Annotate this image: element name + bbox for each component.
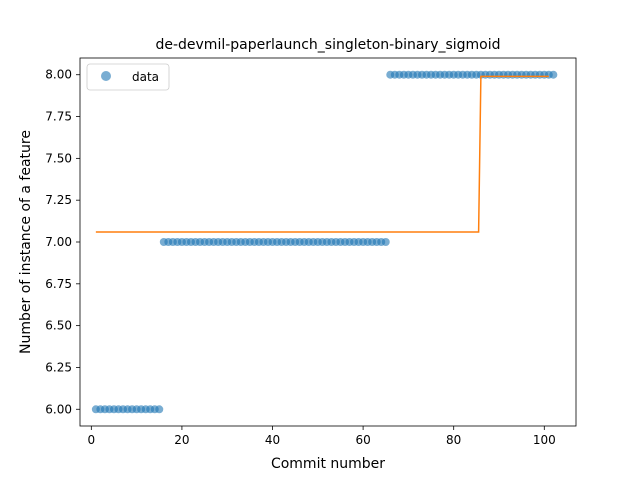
x-axis-label: Commit number [271,456,385,472]
chart-title: de-devmil-paperlaunch_singleton-binary_s… [155,37,500,53]
legend-box [86,63,170,91]
data-point [549,70,558,79]
legend-marker [101,71,111,81]
y-tick-label: 6.25 [45,360,72,374]
x-axis-ticks: 0 20 40 60 80 100 [88,426,556,447]
data-point [381,238,390,246]
legend: data [86,63,170,91]
x-tick-label: 40 [265,433,280,447]
data-point [155,405,164,414]
y-tick-label: 6.75 [45,277,72,291]
x-tick-label: 20 [174,433,189,447]
plot-data [91,70,558,414]
y-tick-label: 7.75 [45,110,72,124]
y-axis-ticks: 6.00 6.25 6.50 6.75 7.00 7.25 7.50 7.75 8.00 [45,68,80,416]
y-tick-label: 6.50 [45,319,72,333]
y-tick-label: 7.25 [45,193,72,207]
y-tick-label: 7.00 [45,235,72,249]
y-tick-label: 8.00 [45,68,72,82]
fit-line [95,75,549,233]
y-tick-label: 7.50 [45,151,72,165]
y-axis-label: Number of instance of a feature [18,130,34,354]
y-tick-label: 6.00 [45,402,72,416]
x-tick-label: 60 [355,433,370,447]
x-tick-label: 100 [533,433,556,447]
x-tick-label: 0 [88,433,96,447]
legend-label: data [132,70,159,84]
x-tick-label: 80 [446,433,461,447]
